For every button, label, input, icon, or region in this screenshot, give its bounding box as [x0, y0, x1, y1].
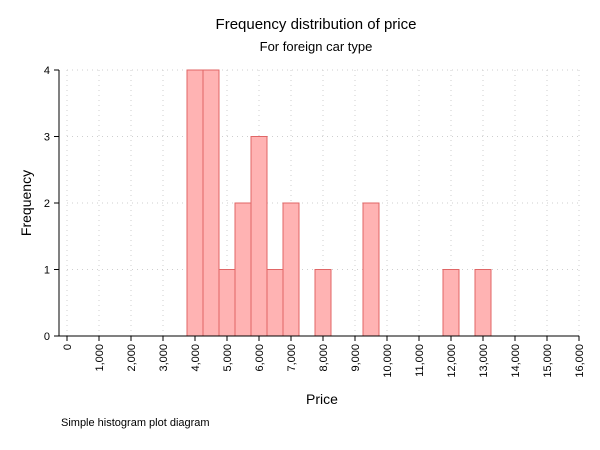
bars: [186, 69, 492, 337]
x-tick-label: 1,000: [94, 344, 106, 372]
histogram-bar: [474, 269, 492, 337]
x-tick-label: 8,000: [318, 344, 330, 372]
x-axis-title: Price: [306, 391, 338, 407]
histogram-bar: [234, 202, 252, 337]
y-axis-title: Frequency: [18, 170, 34, 236]
x-tick-label: 3,000: [158, 344, 170, 372]
y-tick-label: 2: [44, 198, 50, 210]
x-tick-label: 5,000: [222, 344, 234, 372]
x-tick-label: 13,000: [478, 344, 490, 378]
histogram-bar: [442, 269, 460, 337]
histogram-bar: [186, 69, 204, 337]
histogram-bar: [314, 269, 332, 337]
x-tick-label: 7,000: [286, 344, 298, 372]
axes: 0 1,000 2,000 3,000 4,000 5,000 6,000 7,000 8,00…: [44, 65, 586, 378]
histogram-bar: [266, 269, 284, 337]
y-tick-label: 0: [44, 331, 50, 343]
x-tick-label: 0: [62, 344, 74, 350]
y-tick-label: 1: [44, 265, 50, 277]
footnote: Simple histogram plot diagram: [61, 417, 210, 429]
histogram-bar: [250, 136, 268, 337]
y-tick-label: 3: [44, 132, 50, 144]
x-tick-label: 6,000: [254, 344, 266, 372]
x-tick-label: 4,000: [190, 344, 202, 372]
x-tick-label: 16,000: [574, 344, 586, 378]
chart-title: Frequency distribution of price: [216, 16, 417, 33]
x-tick-label: 10,000: [382, 344, 394, 378]
x-tick-label: 2,000: [126, 344, 138, 372]
histogram-bar: [362, 202, 380, 337]
chart-subtitle: For foreign car type: [260, 39, 373, 54]
histogram-bar: [282, 202, 300, 337]
x-tick-label: 15,000: [542, 344, 554, 378]
histogram-bar: [202, 69, 220, 337]
x-tick-label: 14,000: [510, 344, 522, 378]
x-tick-label: 9,000: [350, 344, 362, 372]
histogram-bar: [218, 269, 236, 337]
x-tick-label: 12,000: [446, 344, 458, 378]
y-tick-label: 4: [44, 65, 50, 77]
x-tick-label: 11,000: [414, 344, 426, 377]
